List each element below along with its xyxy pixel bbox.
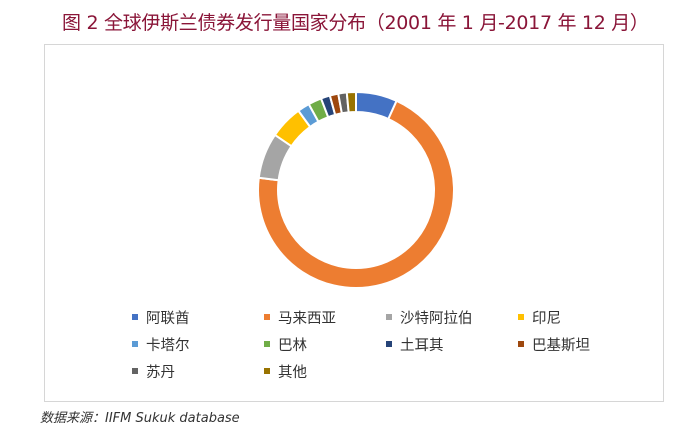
legend-label: 土耳其: [400, 337, 444, 354]
legend-label: 马来西亚: [278, 310, 336, 327]
legend-item: 巴基斯坦: [518, 333, 590, 355]
legend-label: 阿联酋: [146, 310, 190, 327]
donut-slice-2: [257, 99, 455, 289]
legend-item: 卡塔尔: [132, 333, 190, 355]
chart-frame: [44, 44, 664, 402]
legend-item: 其他: [264, 360, 307, 382]
legend-swatch: [264, 368, 270, 374]
legend-swatch: [264, 341, 270, 347]
legend-item: 印尼: [518, 306, 561, 328]
legend-label: 卡塔尔: [146, 337, 190, 354]
legend-label: 其他: [278, 364, 307, 381]
chart-title: 图 2 全球伊斯兰债券发行量国家分布（2001 年 1 月-2017 年 12 …: [62, 12, 649, 34]
legend-swatch: [264, 314, 270, 320]
legend-label: 印尼: [532, 310, 561, 327]
legend-swatch: [518, 314, 524, 320]
legend-swatch: [518, 341, 524, 347]
legend-label: 巴林: [278, 337, 307, 354]
legend-item: 马来西亚: [264, 306, 336, 328]
legend-label: 巴基斯坦: [532, 337, 590, 354]
legend-swatch: [132, 341, 138, 347]
legend-item: 苏丹: [132, 360, 175, 382]
legend-item: 阿联酋: [132, 306, 190, 328]
legend-label: 沙特阿拉伯: [400, 310, 473, 327]
legend-item: 沙特阿拉伯: [386, 306, 473, 328]
legend-item: 土耳其: [386, 333, 444, 355]
legend-label: 苏丹: [146, 364, 175, 381]
legend-swatch: [386, 341, 392, 347]
chart-legend: 阿联酋 马来西亚 沙特阿拉伯 印尼卡塔尔 巴林 土耳其 巴基斯坦苏丹 其他: [132, 306, 652, 398]
donut-slice-10: [345, 90, 357, 114]
legend-swatch: [386, 314, 392, 320]
legend-swatch: [132, 314, 138, 320]
legend-item: 巴林: [264, 333, 307, 355]
source-note: 数据来源：IIFM Sukuk database: [40, 411, 240, 426]
legend-swatch: [132, 368, 138, 374]
